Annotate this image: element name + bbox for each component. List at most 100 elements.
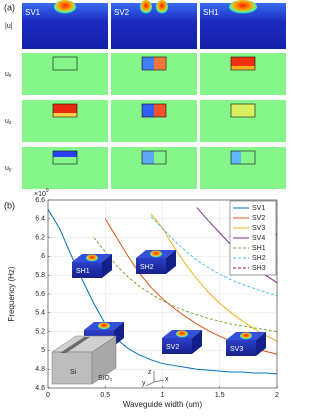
- y-tick-label: 6: [41, 253, 45, 260]
- waveguide-outline: [141, 103, 167, 118]
- x-axis-title: Waveguide width (um): [123, 400, 203, 409]
- y-tick-label: 5.8: [35, 272, 45, 279]
- row-symbol: |u|: [5, 23, 13, 30]
- waveguide-outline: [230, 103, 256, 118]
- y-tick-label: 5.4: [35, 310, 45, 317]
- inset-side: [102, 254, 112, 278]
- waveguide-outline: [52, 150, 78, 165]
- legend-label: SH3: [252, 265, 266, 272]
- waveguide-outline: [141, 56, 167, 71]
- legend-label: SV2: [252, 215, 265, 222]
- series-line: [93, 237, 278, 333]
- mode-map: [111, 100, 197, 142]
- mode-map: [200, 0, 286, 49]
- y-axis-title: Frequency (Hz): [7, 266, 16, 321]
- inset-label: SV3: [230, 346, 243, 353]
- inset-front: [72, 262, 102, 278]
- axis-glyph-label: y: [142, 380, 146, 387]
- y-tick-label: 6.2: [35, 234, 45, 241]
- inset-spot: [150, 250, 162, 258]
- axis-arrow: [145, 381, 155, 387]
- mode-inset: [162, 330, 202, 354]
- panel-label: (a): [4, 2, 15, 12]
- multiplier-base: ×10: [34, 191, 46, 198]
- mode-map: [200, 147, 286, 189]
- field-spot: [54, 0, 76, 14]
- mode-map: [111, 0, 197, 49]
- mode-map: [111, 53, 197, 95]
- row-subscript: x: [9, 73, 12, 79]
- row-subscript: y: [9, 167, 12, 173]
- mode-map: [22, 147, 108, 189]
- y-tick-label: 5.6: [35, 291, 45, 298]
- row-label: ux: [5, 71, 12, 79]
- axis-glyph-label: z: [148, 369, 152, 376]
- x-tick-label: 1: [161, 392, 165, 399]
- map-bg: [111, 3, 197, 49]
- field-fill: [53, 151, 77, 157]
- map-bg: [22, 53, 108, 95]
- field-fill: [154, 57, 166, 70]
- field-fill: [142, 151, 154, 164]
- column-label: SV1: [25, 8, 41, 17]
- row-symbol: u: [5, 118, 9, 125]
- field-fill: [231, 104, 255, 117]
- inset-front: [162, 338, 192, 354]
- y-tick-label: 5.2: [35, 328, 45, 335]
- series-line: [150, 216, 278, 297]
- mode-map: [22, 0, 108, 49]
- waveguide-outline: [52, 56, 78, 71]
- series-line: [47, 209, 278, 375]
- x-tick-label: 2: [275, 392, 279, 399]
- field-spot: [140, 0, 152, 14]
- field-spot: [156, 0, 168, 14]
- core-label: Si: [70, 369, 77, 376]
- field-fill: [231, 151, 241, 164]
- mode-inset: [72, 254, 112, 278]
- inset-label: SV2: [166, 344, 179, 351]
- row-symbol: u: [5, 71, 9, 78]
- inset-front: [136, 258, 166, 274]
- mode-map: [200, 100, 286, 142]
- waveguide-outline: [230, 150, 256, 165]
- substrate-side: [91, 335, 117, 385]
- y-tick-label: 4.6: [35, 385, 45, 392]
- inset-label: SH2: [140, 264, 154, 271]
- y-tick-label: 5: [41, 347, 45, 354]
- axis-glyph-label: x: [165, 376, 169, 383]
- field-fill: [53, 104, 77, 113]
- row-subscript: z: [9, 120, 12, 126]
- inset-side: [166, 250, 176, 274]
- map-bg: [200, 147, 286, 189]
- mode-map: [200, 53, 286, 95]
- inset-spot: [98, 322, 110, 330]
- plot-frame: [47, 199, 278, 389]
- field-fill: [154, 104, 166, 117]
- inset-side: [114, 322, 124, 346]
- inset-spot: [176, 330, 188, 338]
- column-label: SV2: [114, 8, 130, 17]
- field-spot: [229, 0, 257, 14]
- inset-side: [256, 332, 266, 356]
- mode-map: [111, 147, 197, 189]
- axis-arrow: [153, 379, 165, 383]
- legend-label: SV1: [252, 205, 265, 212]
- mode-map: [22, 53, 108, 95]
- mode-inset: [226, 332, 266, 356]
- field-fill: [142, 57, 154, 70]
- substrate-label: SiO₂: [98, 375, 113, 382]
- inset-spot: [240, 332, 252, 340]
- row-symbol: u: [5, 165, 9, 172]
- row-label: |u|: [5, 23, 13, 30]
- waveguide-outline: [52, 103, 78, 118]
- x-tick-label: 0.5: [100, 392, 110, 399]
- legend-label: SV3: [252, 225, 265, 232]
- inset-front: [226, 340, 256, 356]
- y-tick-label: 4.8: [35, 366, 45, 373]
- y-tick-label: 6.4: [35, 216, 45, 223]
- y-tick-label: 6.6: [35, 197, 45, 204]
- legend-label: SH1: [252, 245, 266, 252]
- y-multiplier: ×109: [34, 188, 49, 198]
- waveguide-outline: [141, 150, 167, 165]
- core: [60, 337, 90, 353]
